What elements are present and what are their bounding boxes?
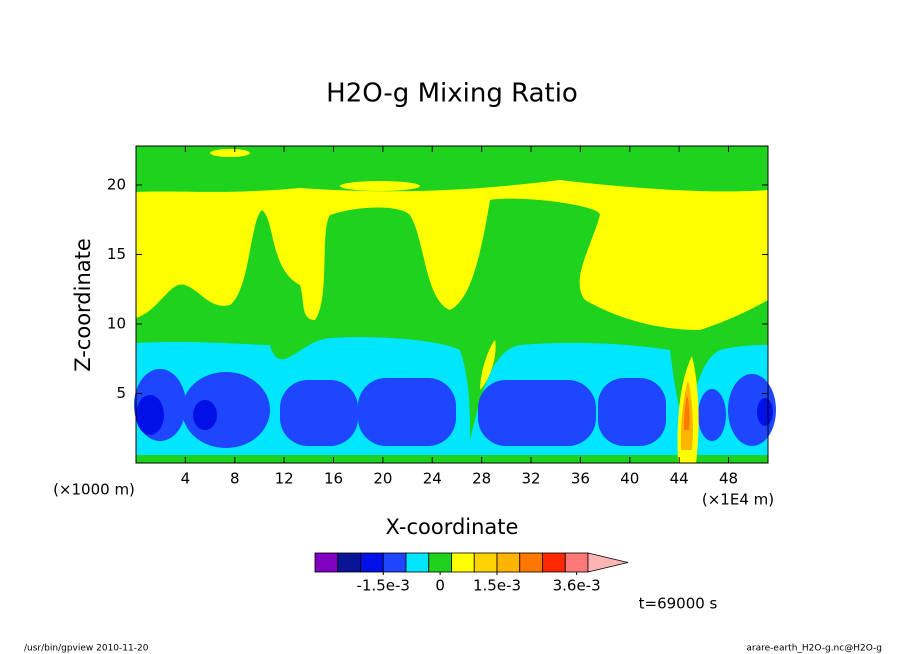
colorbar-box bbox=[496, 552, 521, 573]
contour-region bbox=[480, 340, 496, 390]
footer-left: /usr/bin/gpview 2010-11-20 bbox=[24, 644, 149, 654]
time-label: t=69000 s bbox=[639, 595, 718, 613]
x-tick-label: 40 bbox=[620, 470, 639, 488]
colorbar-tick-label: -1.5e-3 bbox=[357, 577, 410, 595]
x-unit-label: (×1E4 m) bbox=[702, 491, 774, 509]
contour-region bbox=[684, 395, 690, 430]
contour-region bbox=[728, 374, 776, 446]
colorbar-box bbox=[314, 552, 339, 573]
contour-region bbox=[136, 146, 768, 192]
x-tick-label: 16 bbox=[324, 470, 343, 488]
contour-region bbox=[280, 380, 358, 446]
colorbar-tick-label: 1.5e-3 bbox=[473, 577, 521, 595]
contour-region bbox=[210, 149, 250, 157]
x-tick-label: 12 bbox=[275, 470, 294, 488]
colorbar-box bbox=[519, 552, 543, 573]
colorbar-tick-label: 0 bbox=[435, 577, 445, 595]
colorbar-box bbox=[473, 552, 498, 573]
contour-region bbox=[340, 181, 420, 191]
x-tick-label: 24 bbox=[423, 470, 442, 488]
chart-title: H2O-g Mixing Ratio bbox=[326, 79, 578, 109]
contour-field bbox=[134, 146, 776, 463]
y-tick-label: 10 bbox=[107, 314, 126, 332]
x-tick-label: 8 bbox=[230, 470, 240, 488]
contour-region bbox=[136, 455, 768, 463]
footer-right: arare-earth_H2O-g.nc@H2O-g bbox=[746, 644, 882, 654]
x-tick-label: 36 bbox=[571, 470, 590, 488]
colorbar-box bbox=[405, 552, 430, 573]
colorbar-box bbox=[428, 552, 452, 573]
plot-frame bbox=[135, 145, 769, 464]
colorbar-extend bbox=[587, 552, 629, 573]
x-tick-label: 20 bbox=[373, 470, 392, 488]
colorbar-box bbox=[564, 552, 589, 573]
y-tick-label: 15 bbox=[107, 245, 126, 263]
x-tick-label: 32 bbox=[521, 470, 540, 488]
contour-region bbox=[757, 398, 773, 426]
contour-region bbox=[136, 395, 164, 435]
x-tick-label: 4 bbox=[181, 470, 191, 488]
y-tick-label: 20 bbox=[107, 175, 126, 193]
y-tick-label: 5 bbox=[116, 384, 126, 402]
x-tick-label: 28 bbox=[472, 470, 491, 488]
colorbar-box bbox=[382, 552, 407, 573]
contour-region bbox=[698, 389, 726, 441]
colorbar-box bbox=[542, 552, 566, 573]
contour-region bbox=[358, 378, 456, 446]
colorbar-box bbox=[451, 552, 475, 573]
y-unit-label: (×1000 m) bbox=[53, 481, 135, 499]
x-tick-label: 44 bbox=[670, 470, 689, 488]
colorbar-tick-label: 3.6e-3 bbox=[553, 577, 601, 595]
x-tick-label: 48 bbox=[719, 470, 738, 488]
contour-region bbox=[193, 400, 217, 430]
contour-region bbox=[598, 378, 666, 446]
y-axis-label: Z-coordinate bbox=[71, 238, 95, 372]
colorbar-box bbox=[360, 552, 384, 573]
x-axis-label: X-coordinate bbox=[386, 515, 519, 539]
colorbar-box bbox=[337, 552, 361, 573]
contour-region bbox=[478, 380, 596, 446]
